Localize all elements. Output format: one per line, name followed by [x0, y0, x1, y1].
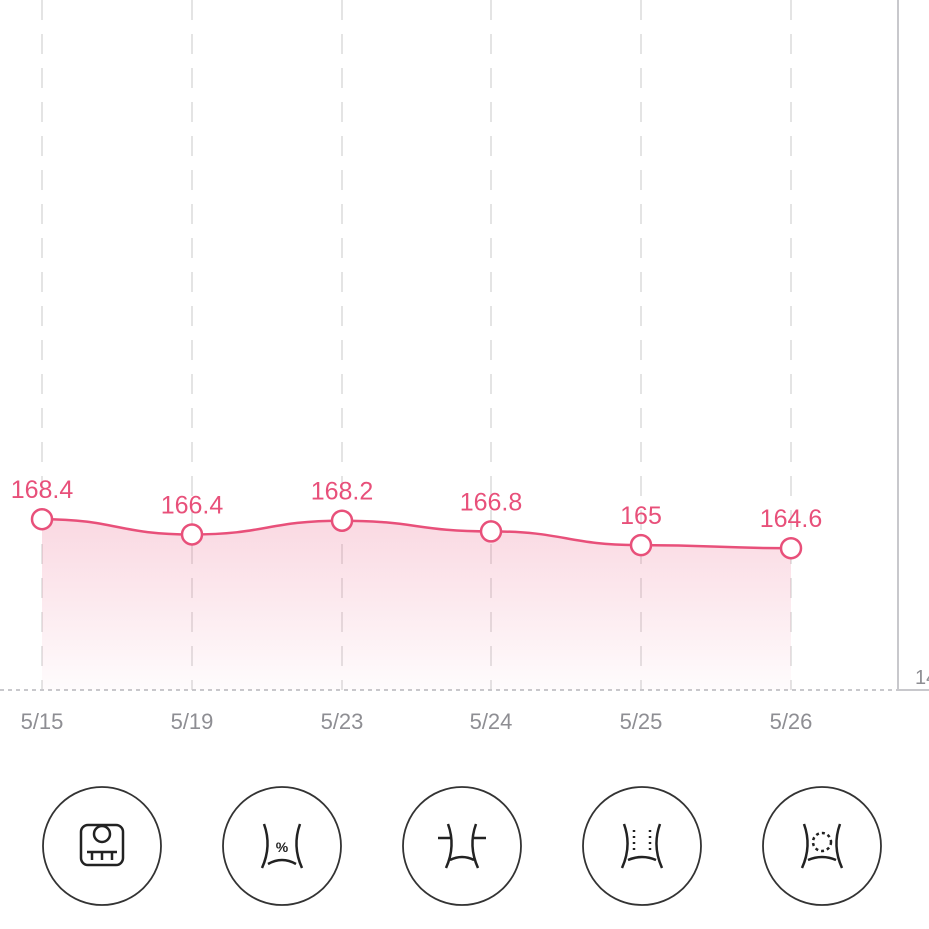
- point: [629, 533, 653, 557]
- x-tick-label: 5/19: [171, 709, 214, 734]
- x-tick-label: 5/15: [21, 709, 64, 734]
- x-tick-label: 5/23: [321, 709, 364, 734]
- svg-text:%: %: [276, 839, 289, 855]
- y-tick-label: 146: [915, 667, 929, 689]
- point: [180, 523, 204, 546]
- point: [30, 507, 54, 531]
- value-label: 168.4: [11, 476, 74, 504]
- x-tick-label: 5/24: [470, 709, 513, 734]
- area: [42, 519, 791, 690]
- point: [479, 520, 503, 543]
- line: [41, 517, 792, 550]
- plot: 168.4 166.4 168.2 166.8 165 164.6: [11, 476, 823, 690]
- value-label: 164.6: [760, 505, 823, 533]
- point: [330, 509, 354, 532]
- value-label: 168.2: [311, 478, 374, 506]
- icon-bar: %: [42, 786, 882, 906]
- body-fat-button[interactable]: %: [222, 786, 342, 906]
- hip-button[interactable]: [582, 786, 702, 906]
- waist-button[interactable]: [402, 786, 522, 906]
- belly-button[interactable]: [762, 786, 882, 906]
- weight-button[interactable]: [42, 786, 162, 906]
- value-label: 166.4: [161, 491, 224, 519]
- value-label: 166.8: [460, 488, 523, 516]
- grid: [41, 0, 792, 690]
- x-tick-label: 5/26: [770, 709, 813, 734]
- x-tick-label: 5/25: [620, 709, 663, 734]
- value-label: 165: [620, 502, 662, 530]
- point: [779, 536, 803, 560]
